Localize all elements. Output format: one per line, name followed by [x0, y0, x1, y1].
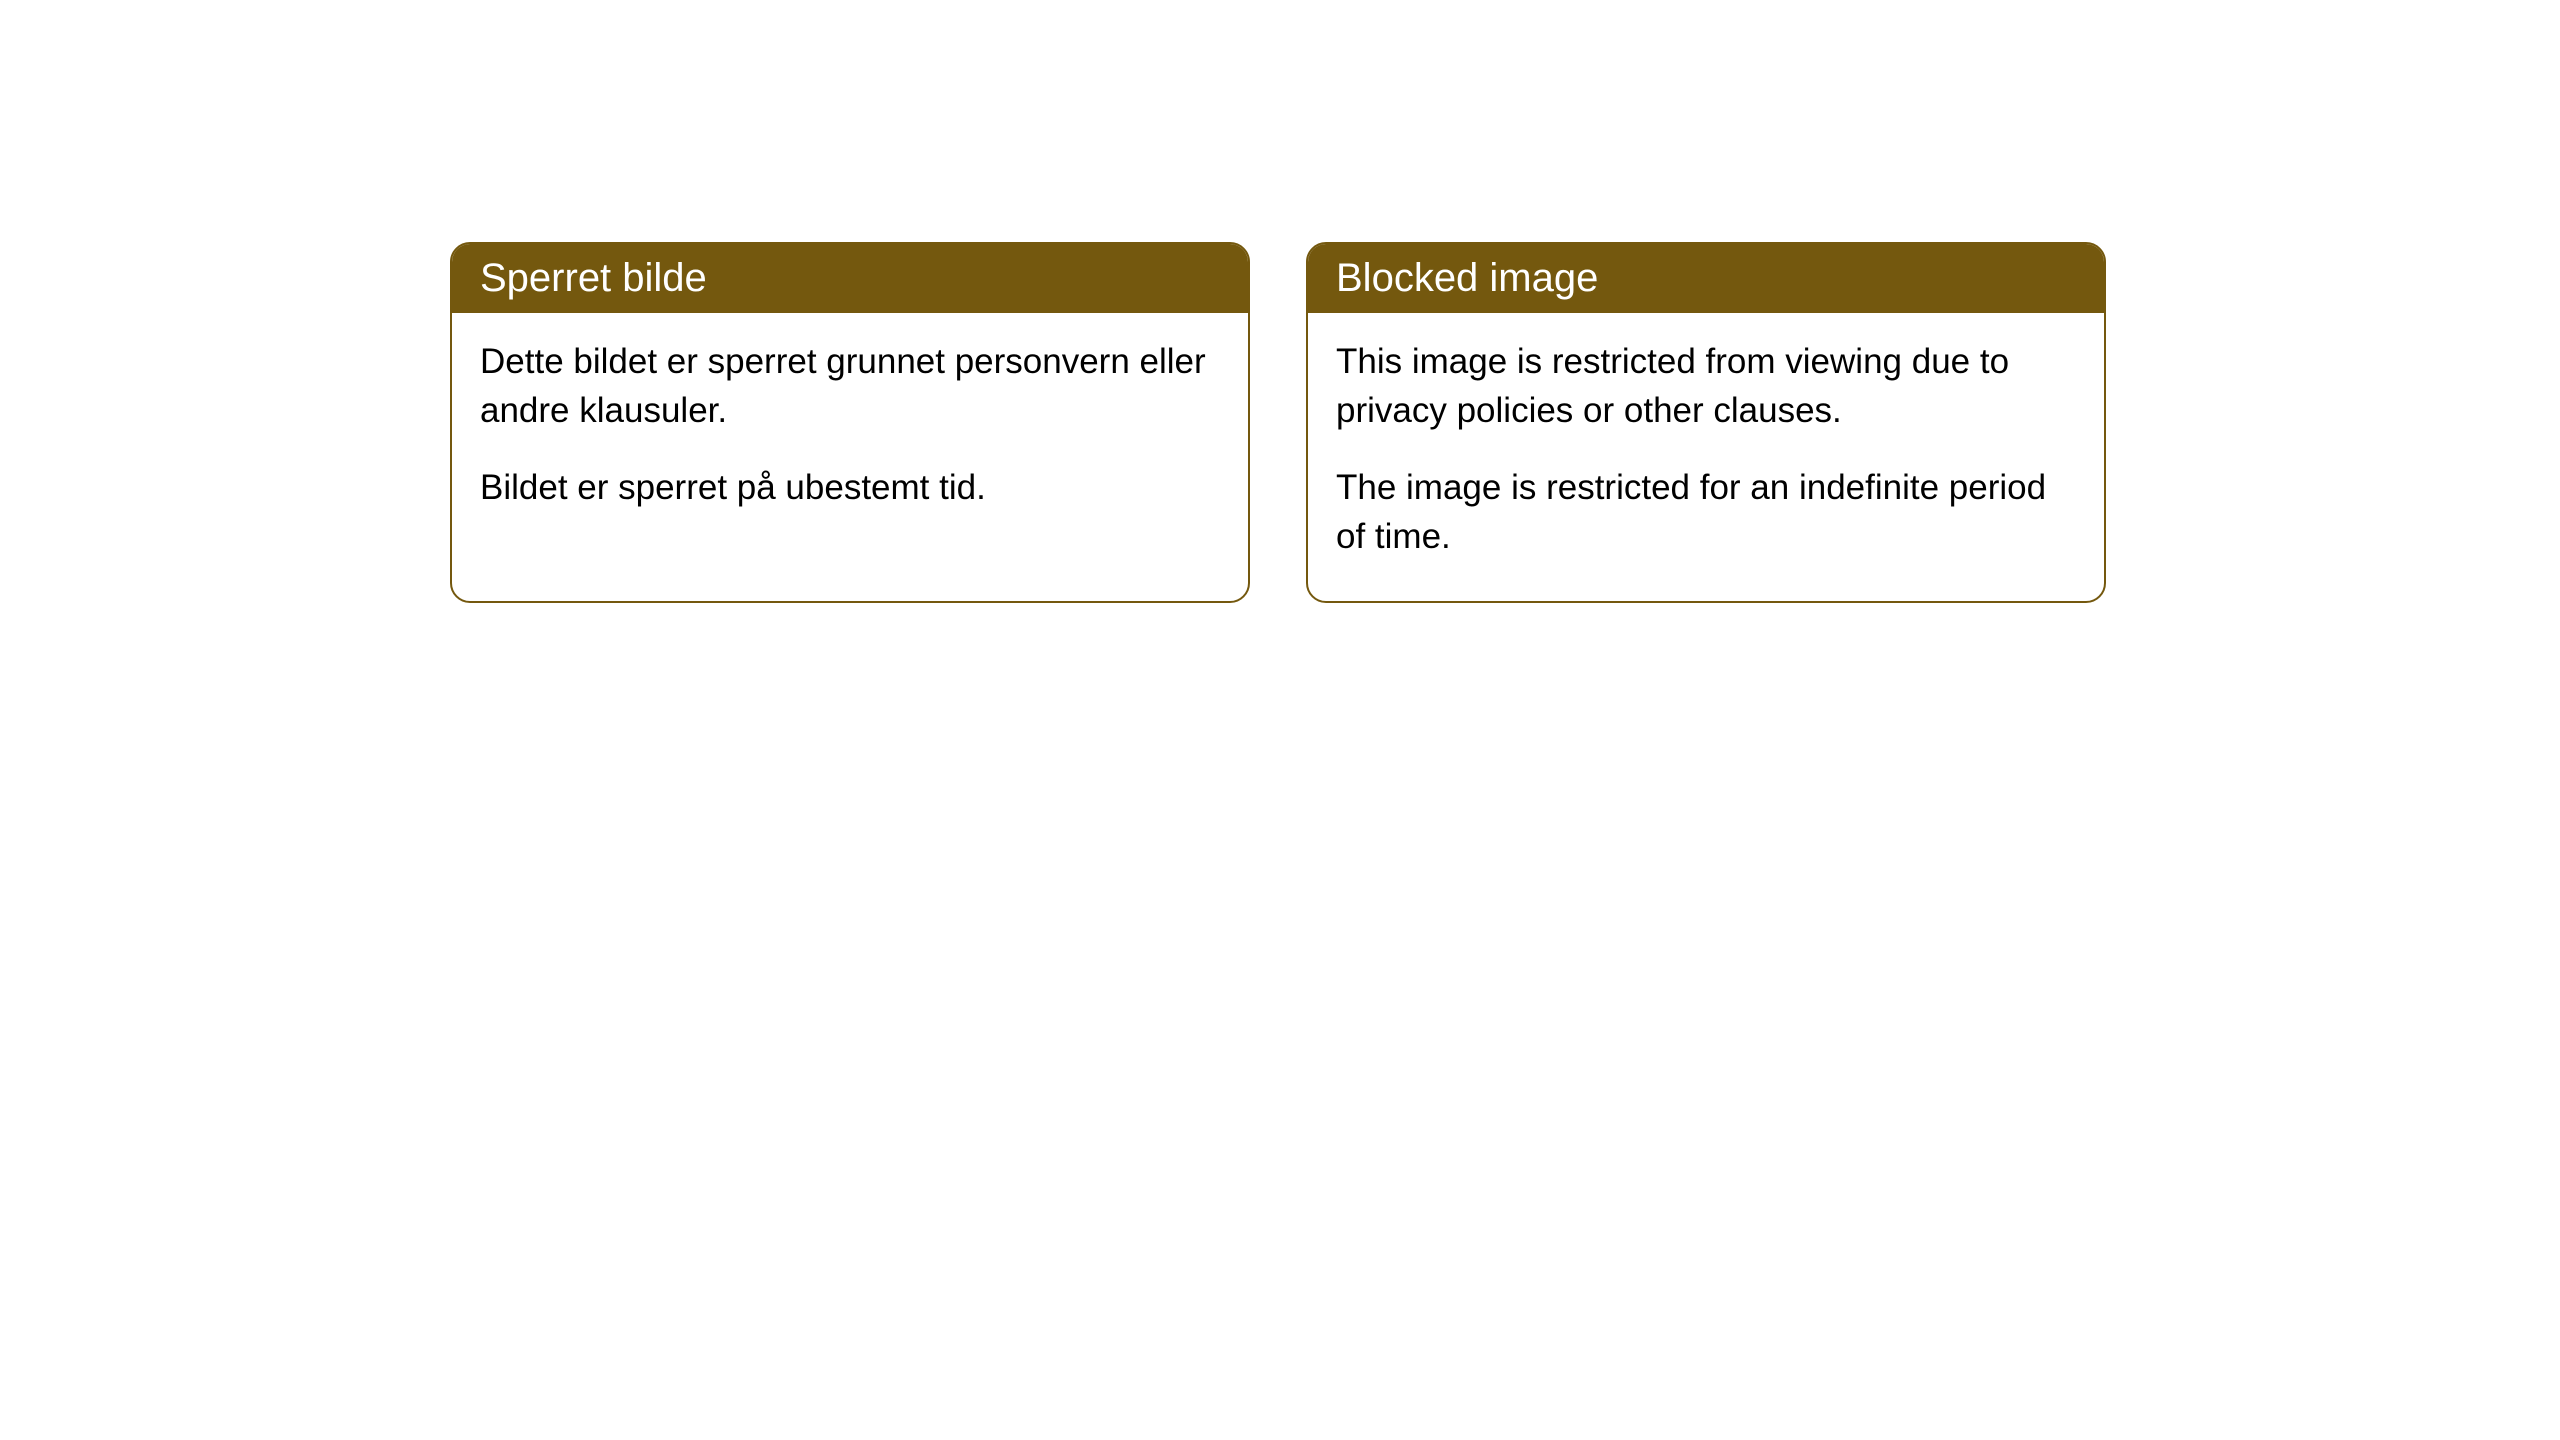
card-body-norwegian: Dette bildet er sperret grunnet personve… — [452, 313, 1248, 552]
cards-container: Sperret bilde Dette bildet er sperret gr… — [450, 242, 2106, 603]
card-body-english: This image is restricted from viewing du… — [1308, 313, 2104, 601]
card-title-english: Blocked image — [1336, 256, 1598, 300]
card-title-norwegian: Sperret bilde — [480, 256, 707, 300]
card-paragraph-1-norwegian: Dette bildet er sperret grunnet personve… — [480, 337, 1220, 435]
card-header-norwegian: Sperret bilde — [452, 244, 1248, 313]
blocked-image-card-english: Blocked image This image is restricted f… — [1306, 242, 2106, 603]
card-header-english: Blocked image — [1308, 244, 2104, 313]
card-paragraph-1-english: This image is restricted from viewing du… — [1336, 337, 2076, 435]
card-paragraph-2-english: The image is restricted for an indefinit… — [1336, 463, 2076, 561]
blocked-image-card-norwegian: Sperret bilde Dette bildet er sperret gr… — [450, 242, 1250, 603]
card-paragraph-2-norwegian: Bildet er sperret på ubestemt tid. — [480, 463, 1220, 512]
